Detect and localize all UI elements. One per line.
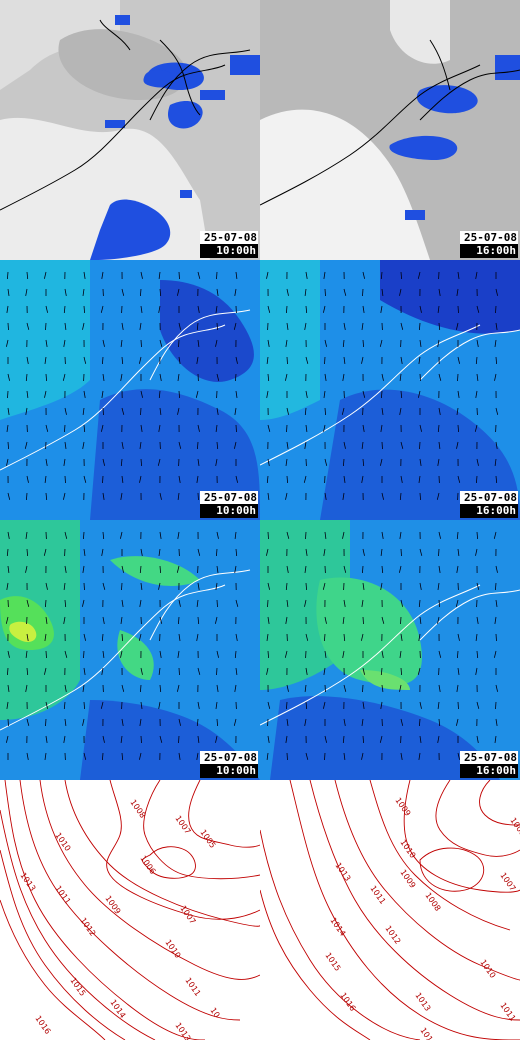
timestamp-label: 25-07-08 16:00h: [460, 231, 518, 258]
timestamp-label: 25-07-08 10:00h: [200, 491, 258, 518]
wind-arrow: [401, 617, 402, 624]
timestamp-date: 25-07-08: [460, 491, 518, 504]
wind-arrow: [458, 306, 459, 313]
timestamp-date: 25-07-08: [460, 751, 518, 764]
wind-arrow: [65, 476, 66, 483]
wind-map: [260, 260, 520, 520]
wind-arrow: [103, 408, 104, 415]
wind-arrow: [382, 442, 383, 449]
wind-arrow: [179, 272, 180, 279]
wind-arrow: [458, 702, 459, 709]
timestamp-date: 25-07-08: [460, 231, 518, 244]
timestamp-label: 25-07-08 16:00h: [460, 491, 518, 518]
wind-arrow: [306, 532, 307, 539]
timestamp-time: 10:00h: [200, 764, 258, 778]
wind-map: [0, 260, 260, 520]
wind-arrow: [8, 323, 9, 330]
wind-arrow: [8, 719, 9, 726]
timestamp-date: 25-07-08: [200, 231, 258, 244]
timestamp-time: 10:00h: [200, 244, 258, 258]
wind-arrow: [439, 549, 440, 556]
wind-arrow: [268, 600, 269, 607]
wind-arrow: [179, 668, 180, 675]
wind-arrow: [46, 323, 47, 330]
wind-arrow: [46, 651, 47, 658]
cloud-map-16h: 25-07-08 16:00h: [260, 0, 520, 260]
timestamp-time: 16:00h: [460, 764, 518, 778]
wind-arrow: [217, 668, 218, 675]
timestamp-date: 25-07-08: [200, 751, 258, 764]
wind-arrow: [401, 549, 402, 556]
wind-map: [260, 520, 520, 780]
wind-arrow: [496, 634, 497, 641]
timestamp-label: 25-07-08 10:00h: [200, 231, 258, 258]
cloud-precip-map: [0, 0, 260, 260]
wind-arrow: [325, 685, 326, 692]
wind-arrow: [46, 719, 47, 726]
wind-map-b-10h: 25-07-08 10:00h: [0, 520, 260, 780]
wind-arrow: [363, 685, 364, 692]
wind-arrow: [287, 425, 288, 432]
wind-arrow: [122, 583, 123, 590]
wind-arrow: [325, 753, 326, 760]
isobar-map: 10091008101010071013101110091014 10121008…: [260, 780, 520, 1040]
cloud-precip-map: [260, 0, 520, 260]
isobar-map-10h: 1008 1007 1005 1006 1010 1013 1011 1009 1012 1007…: [0, 780, 260, 1040]
wind-arrow: [287, 753, 288, 760]
wind-arrow: [325, 357, 326, 364]
wind-map-a-10h: 25-07-08 10:00h: [0, 260, 260, 520]
wind-arrow: [141, 408, 142, 415]
isobar-map-16h: 1009 1008 1010 1007 1013 1011 1009 1014 1012 1008…: [260, 780, 520, 1040]
wind-arrow: [287, 357, 288, 364]
wind-arrow: [198, 493, 199, 500]
wind-arrow: [236, 425, 237, 432]
wind-arrow: [458, 374, 459, 381]
wind-map-a-16h: 25-07-08 16:00h: [260, 260, 520, 520]
wind-arrow: [496, 306, 497, 313]
wind-map-b-16h: 25-07-08 16:00h: [260, 520, 520, 780]
timestamp-label: 25-07-08 16:00h: [460, 751, 518, 778]
cloud-map-10h: 25-07-08 10:00h: [0, 0, 260, 260]
wind-arrow: [325, 289, 326, 296]
wind-arrow: [84, 651, 85, 658]
timestamp-label: 25-07-08 10:00h: [200, 751, 258, 778]
timestamp-time: 16:00h: [460, 504, 518, 518]
wind-arrow: [363, 289, 364, 296]
wind-arrow: [179, 736, 180, 743]
wind-arrow: [141, 736, 142, 743]
wind-arrow: [217, 600, 218, 607]
wind-arrow: [420, 374, 421, 381]
wind-arrow: [496, 702, 497, 709]
timestamp-time: 16:00h: [460, 244, 518, 258]
timestamp-time: 10:00h: [200, 504, 258, 518]
wind-arrow: [420, 442, 421, 449]
wind-arrow: [8, 391, 9, 398]
timestamp-date: 25-07-08: [200, 491, 258, 504]
wind-arrow: [179, 340, 180, 347]
wind-arrow: [217, 272, 218, 279]
wind-arrow: [363, 617, 364, 624]
wind-arrow: [84, 583, 85, 590]
wind-arrow: [103, 476, 104, 483]
wind-arrow: [268, 532, 269, 539]
wind-arrow: [141, 340, 142, 347]
wind-map: [0, 520, 260, 780]
